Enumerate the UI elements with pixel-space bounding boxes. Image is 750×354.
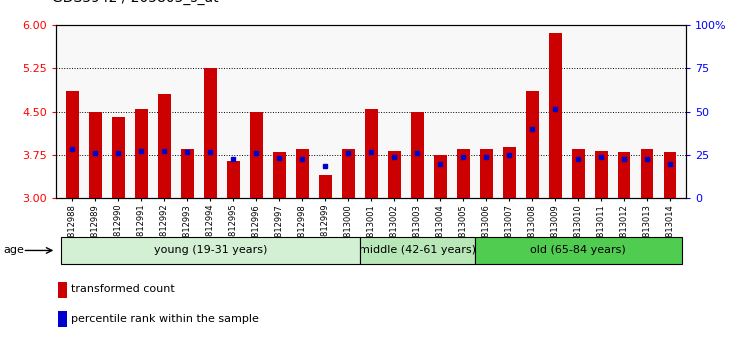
Bar	[158, 94, 171, 198]
Bar	[319, 175, 332, 198]
Bar	[135, 109, 148, 198]
Bar	[250, 112, 262, 198]
Bar	[342, 149, 355, 198]
Bar	[360, 237, 475, 264]
Text: age: age	[4, 245, 25, 256]
Bar	[61, 237, 360, 264]
Bar	[227, 161, 239, 198]
Text: percentile rank within the sample: percentile rank within the sample	[70, 314, 259, 324]
Bar	[296, 149, 308, 198]
Bar	[434, 155, 446, 198]
Bar	[112, 117, 125, 198]
Text: young (19-31 years): young (19-31 years)	[154, 245, 267, 256]
Bar	[664, 152, 676, 198]
Bar	[457, 149, 470, 198]
Bar	[526, 91, 538, 198]
Bar	[503, 147, 515, 198]
Bar	[66, 91, 79, 198]
Text: GDS3942 / 205805_s_at: GDS3942 / 205805_s_at	[53, 0, 219, 5]
Bar	[388, 151, 400, 198]
Bar	[181, 149, 194, 198]
Bar	[411, 112, 424, 198]
Bar	[89, 112, 102, 198]
Bar	[549, 33, 562, 198]
Bar	[480, 149, 493, 198]
Bar	[273, 152, 286, 198]
Bar	[640, 149, 653, 198]
Bar	[204, 68, 217, 198]
Bar	[475, 237, 682, 264]
Bar	[595, 151, 608, 198]
Bar	[618, 152, 631, 198]
Bar	[58, 311, 67, 327]
Text: middle (42-61 years): middle (42-61 years)	[358, 245, 476, 256]
Bar	[58, 282, 67, 298]
Bar	[572, 149, 584, 198]
Text: old (65-84 years): old (65-84 years)	[530, 245, 626, 256]
Bar	[365, 109, 377, 198]
Text: transformed count: transformed count	[70, 284, 175, 294]
